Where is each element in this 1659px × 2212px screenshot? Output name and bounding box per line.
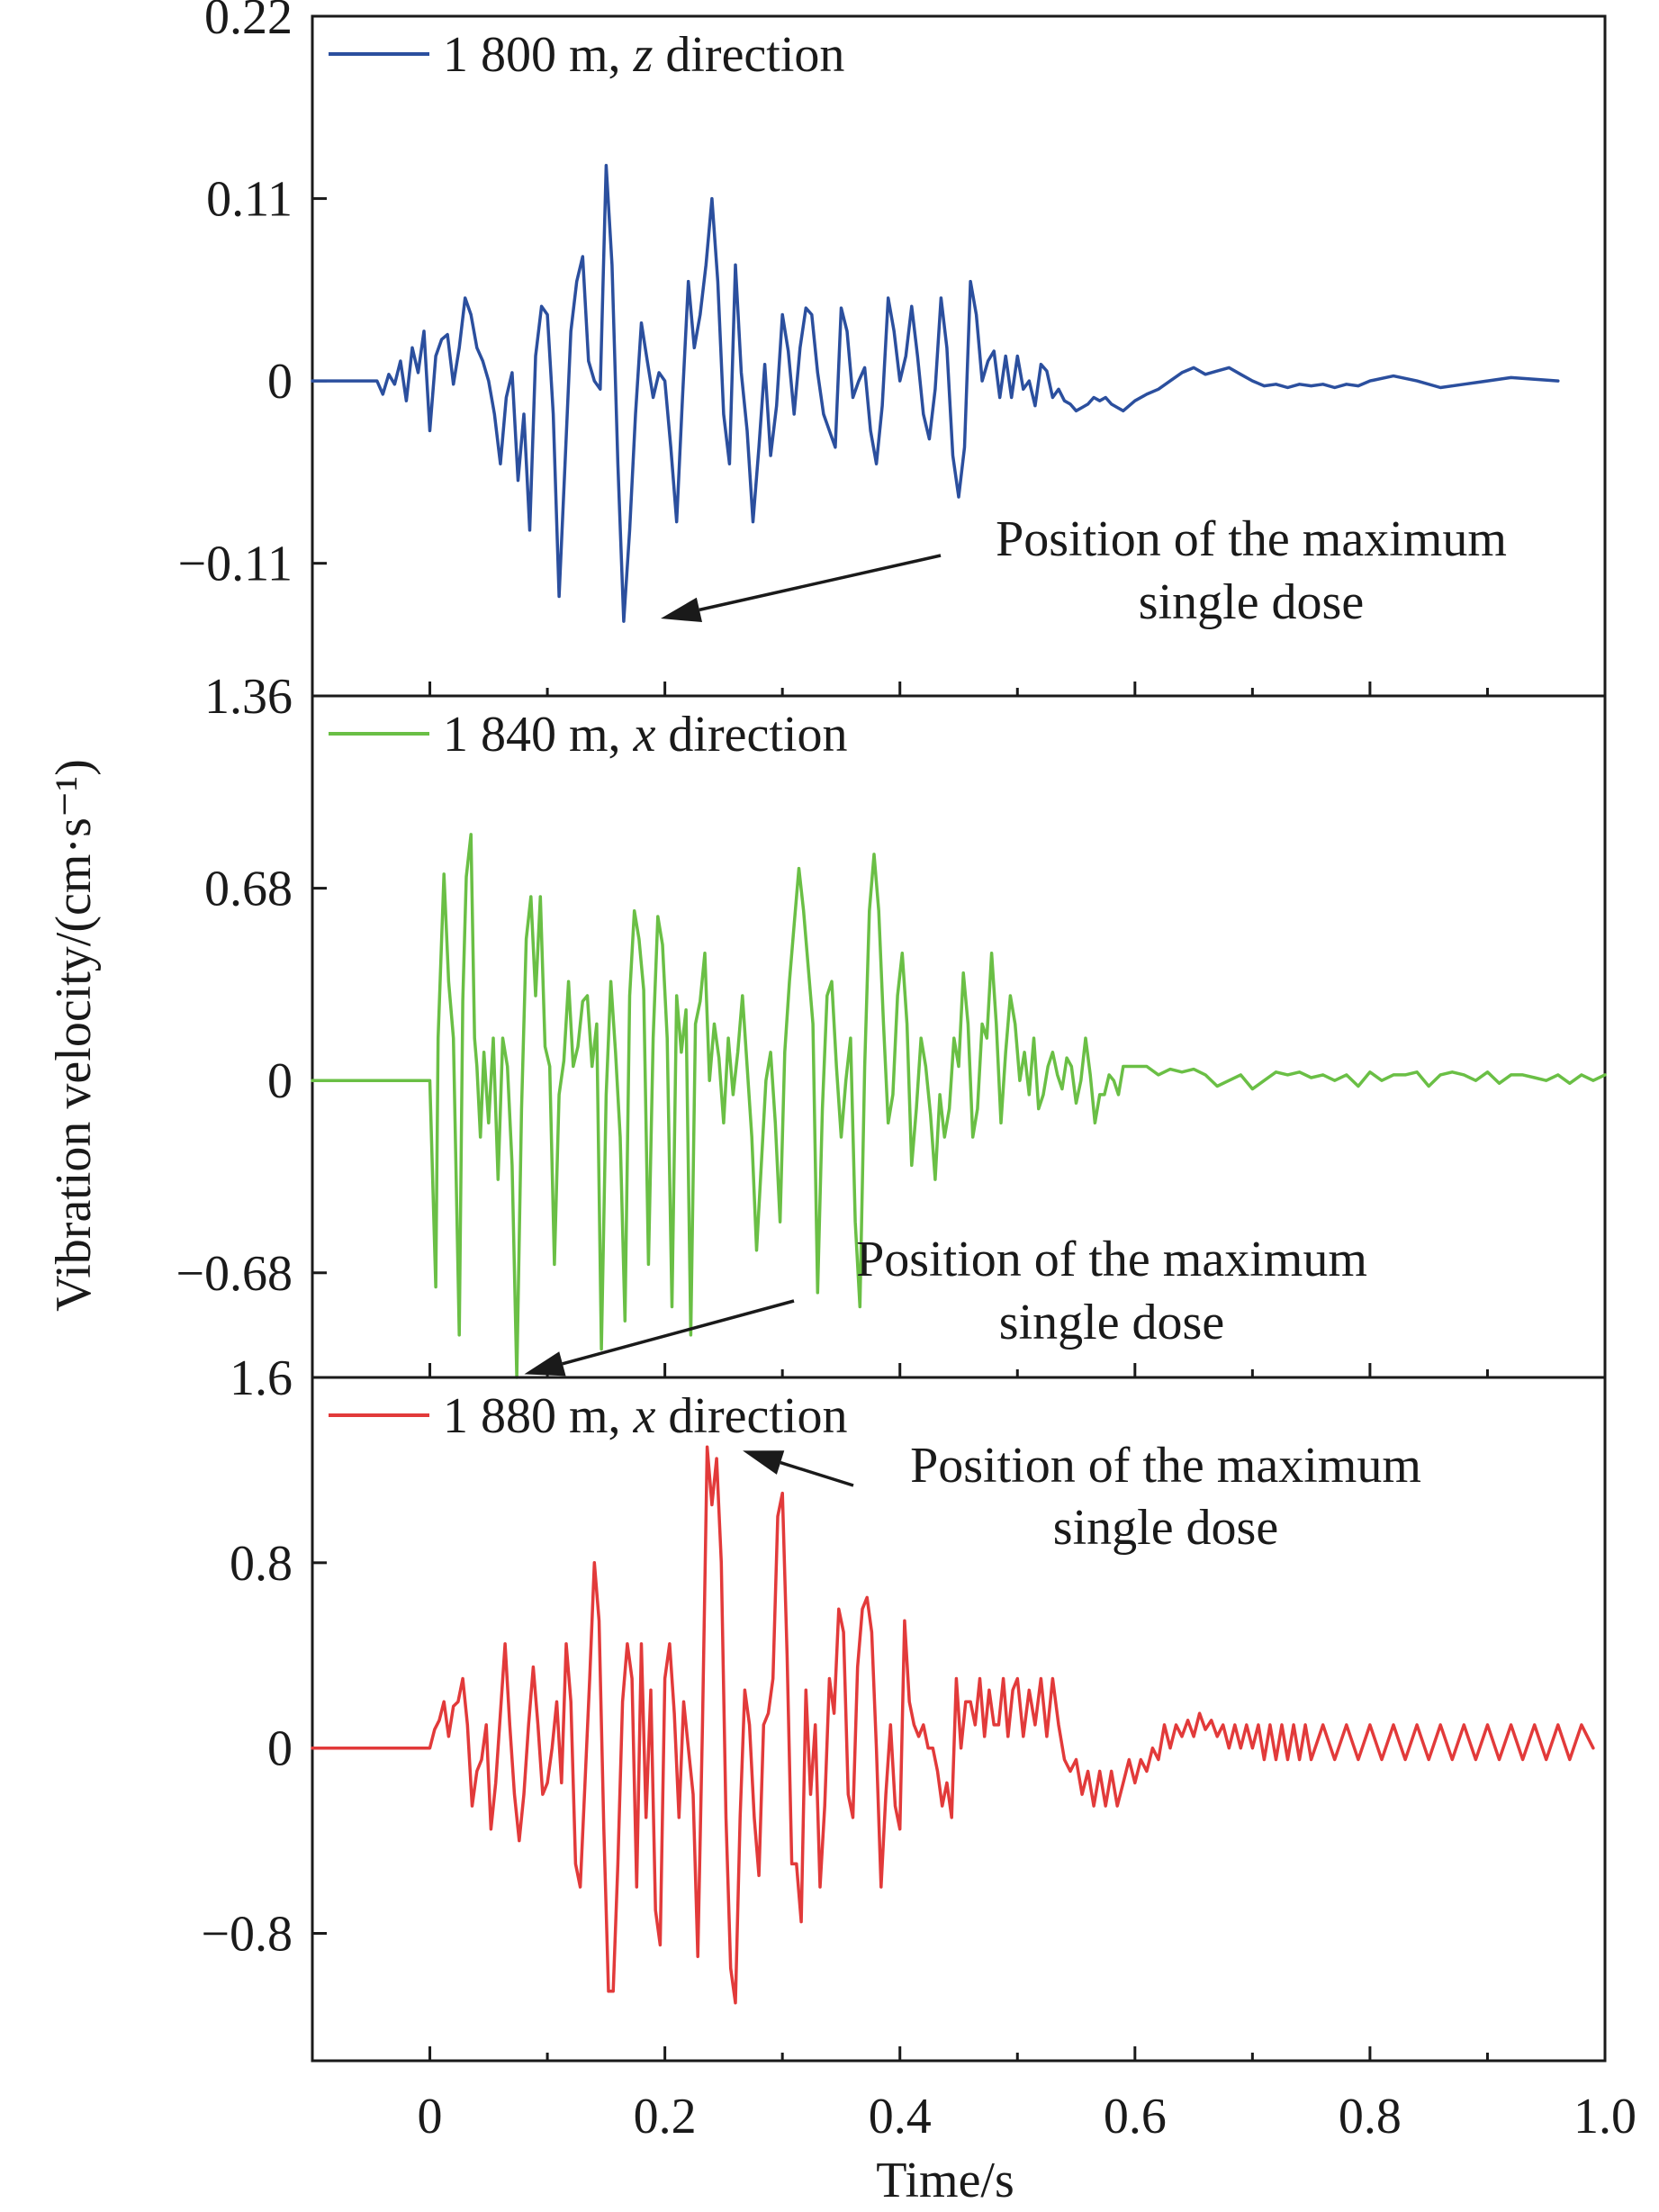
y-tick-label-2: 1.36: [204, 669, 293, 725]
y-tick-label-1: 0.11: [206, 172, 293, 228]
y-tick-label-1: −0.11: [177, 537, 293, 592]
series-line-1: [311, 163, 1560, 623]
annotation-arrowhead-2: [524, 1351, 566, 1377]
series-line-2: [311, 833, 1607, 1379]
y-tick-label-3: −0.8: [201, 1906, 293, 1962]
x-tick-label: 0.4: [869, 2089, 932, 2144]
x-tick-label: 0.6: [1104, 2089, 1167, 2144]
legend-label-1: 1 800 m, z direction: [443, 27, 844, 83]
x-tick-label: 1.0: [1573, 2089, 1636, 2144]
y-axis-title: Vibration velocity/(cm·s⁻¹): [46, 759, 102, 1312]
series-line-3: [311, 1445, 1595, 2005]
annotation-text-line1-3: Position of the maximum: [910, 1438, 1421, 1494]
legend-label-2: 1 840 m, x direction: [443, 707, 847, 763]
y-tick-label-2: 0: [267, 1053, 293, 1109]
y-tick-label-3: 1.6: [230, 1350, 293, 1406]
annotation-text-line2-2: single dose: [999, 1295, 1224, 1350]
y-tick-label-3: 0.8: [230, 1536, 293, 1592]
x-tick-label: 0.8: [1339, 2089, 1402, 2144]
x-axis-title: Time/s: [876, 2153, 1014, 2208]
y-tick-label-2: −0.68: [176, 1246, 293, 1302]
y-tick-label-2: 0.68: [204, 862, 293, 917]
annotation-arrowhead-3: [743, 1450, 785, 1475]
plot-frame-3: [311, 1376, 1607, 2063]
y-tick-label-1: 0.22: [204, 0, 293, 45]
annotation-text-line1-2: Position of the maximum: [856, 1232, 1367, 1287]
x-tick-label: 0.2: [634, 2089, 697, 2144]
annotation-arrow-line-1: [699, 554, 942, 612]
x-tick-label: 0: [418, 2089, 443, 2144]
annotation-arrow-line-2: [562, 1299, 795, 1366]
annotation-arrow-line-3: [780, 1460, 854, 1487]
annotation-text-line2-1: single dose: [1139, 574, 1364, 630]
y-tick-label-1: 0: [267, 354, 293, 410]
annotation-arrowhead-1: [661, 597, 703, 623]
plot-frame-1: [311, 14, 1607, 698]
legend-label-3: 1 880 m, x direction: [443, 1388, 847, 1444]
annotation-text-line1-1: Position of the maximum: [996, 511, 1507, 567]
annotation-text-line2-3: single dose: [1053, 1500, 1278, 1556]
y-tick-label-3: 0: [267, 1721, 293, 1777]
